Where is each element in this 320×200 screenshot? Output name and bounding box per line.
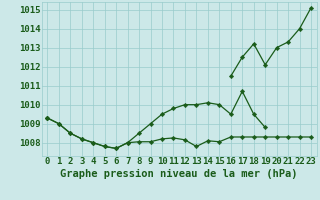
X-axis label: Graphe pression niveau de la mer (hPa): Graphe pression niveau de la mer (hPa) — [60, 169, 298, 179]
